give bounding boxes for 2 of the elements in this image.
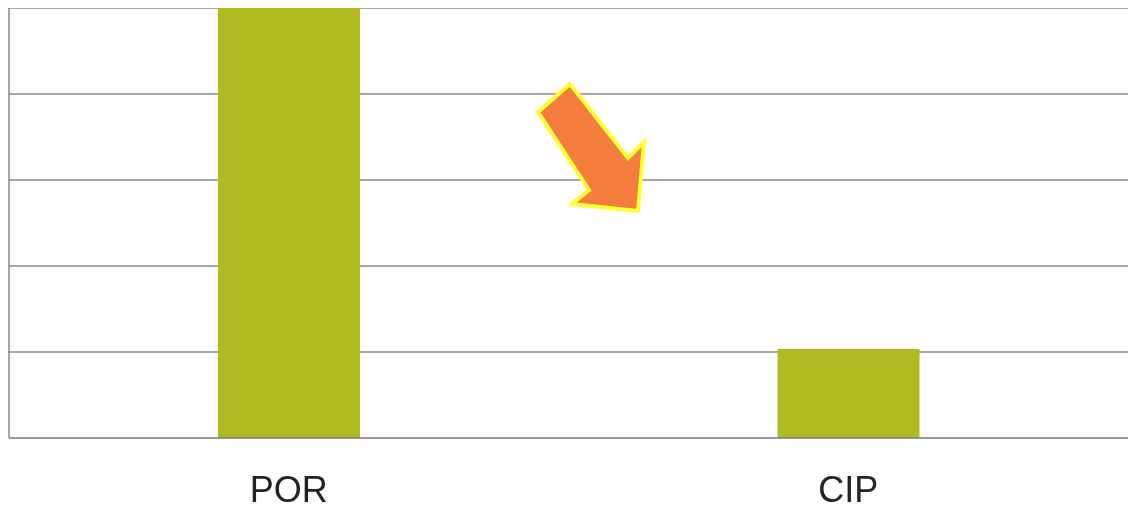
x-tick-label: CIP: [818, 468, 879, 510]
x-tick-label: POR: [249, 468, 328, 510]
